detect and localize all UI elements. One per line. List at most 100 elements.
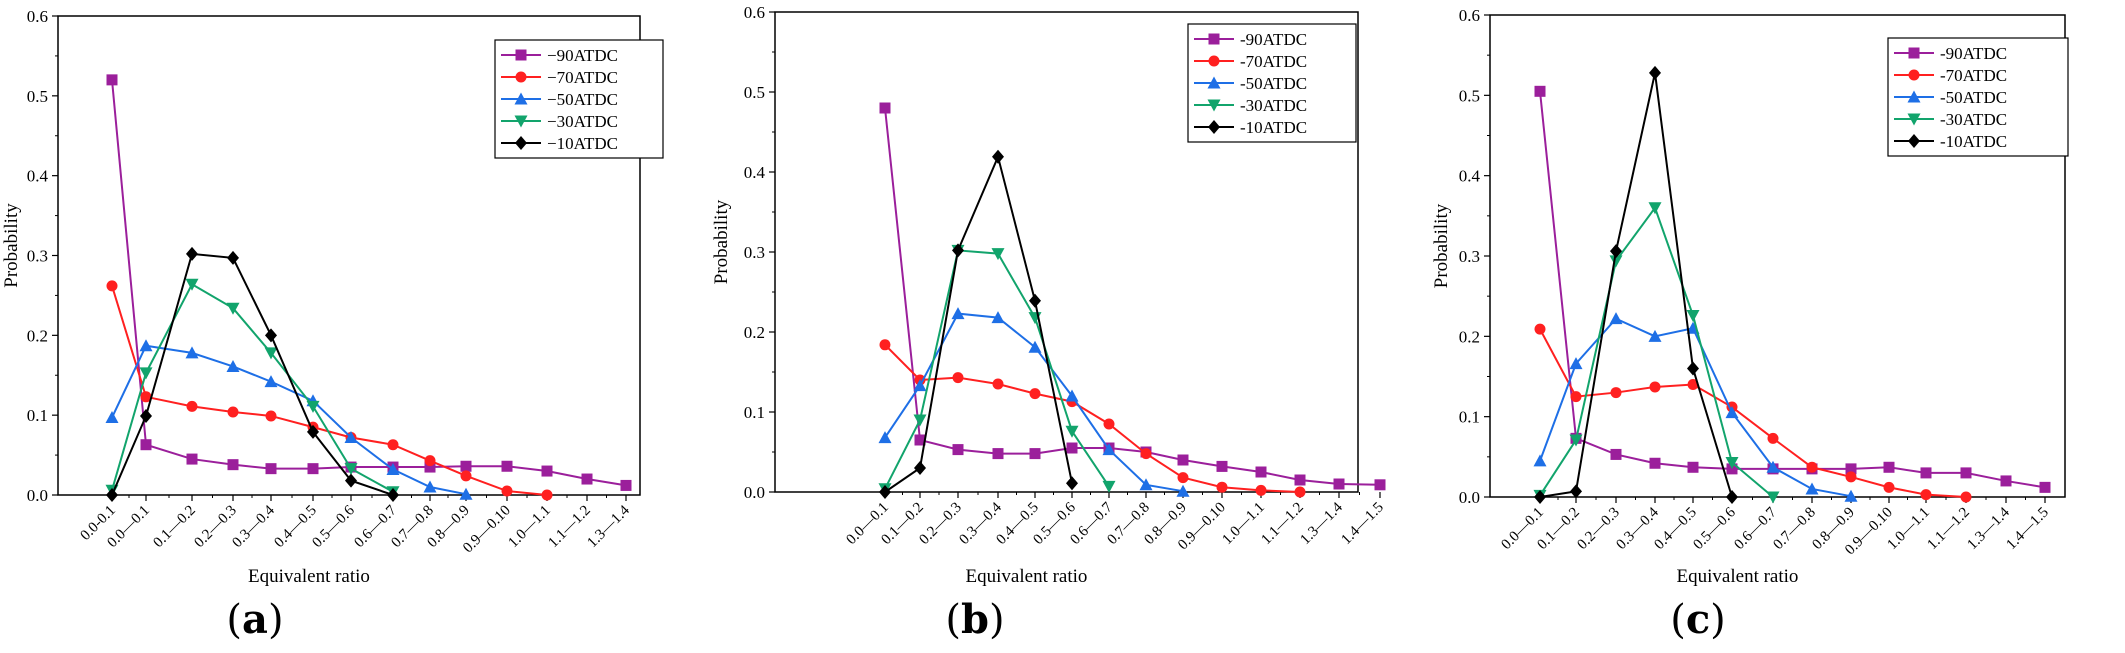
legend-label: -50ATDC	[1240, 74, 1307, 93]
data-point--50ATDC	[423, 480, 437, 493]
legend-swatch-marker	[1207, 76, 1221, 89]
caption-b-letter: b	[961, 596, 989, 643]
data-point--10ATDC	[265, 328, 277, 343]
x-tick-label: 0.5—0.6	[309, 502, 358, 551]
data-point--70ATDC	[501, 485, 513, 497]
data-point--90ATDC	[541, 465, 553, 477]
series-line--30ATDC	[1539, 205, 1774, 498]
data-point--90ATDC	[952, 444, 964, 456]
legend-swatch-marker	[1907, 113, 1921, 126]
legend-label: -10ATDC	[1940, 132, 2007, 151]
y-tick-label: 0.0	[1459, 488, 1480, 507]
data-point--10ATDC	[106, 488, 118, 502]
chart-a: 0.00.10.20.30.40.50.60.0-0.10.0—0.10.1—0…	[1, 7, 664, 587]
data-point--90ATDC	[460, 460, 472, 472]
data-point--50ATDC	[1028, 340, 1042, 353]
legend-swatch-marker	[514, 92, 528, 105]
data-point--70ATDC	[265, 410, 277, 422]
x-axis-label: Equivalent ratio	[248, 566, 370, 587]
x-axis-label: Equivalent ratio	[1677, 566, 1799, 587]
y-tick-label: 0.5	[744, 83, 765, 102]
data-point--10ATDC	[879, 485, 891, 499]
data-point--10ATDC	[914, 461, 926, 475]
legend-swatch-marker	[1208, 33, 1220, 45]
caption-a: (a)	[226, 596, 284, 643]
data-point--90ATDC	[106, 74, 118, 86]
legend-swatch-marker	[1908, 47, 1920, 59]
data-point--90ATDC	[140, 439, 152, 451]
data-point--90ATDC	[1649, 457, 1661, 469]
legend-label: −50ATDC	[547, 90, 618, 109]
data-point--30ATDC	[306, 400, 320, 413]
data-point--70ATDC	[1570, 391, 1582, 403]
data-point--70ATDC	[541, 489, 553, 501]
data-point--90ATDC	[1255, 466, 1267, 478]
chart-c: 0.00.10.20.30.40.50.60.0—0.10.1—0.20.2—0…	[1431, 6, 2069, 587]
series-line--50ATDC	[111, 344, 467, 496]
legend-swatch-marker	[1208, 55, 1220, 67]
data-point--90ATDC	[1333, 478, 1345, 490]
data-point--70ATDC	[186, 400, 198, 412]
data-point--70ATDC	[1920, 489, 1932, 501]
legend-label: -70ATDC	[1240, 52, 1307, 71]
series-line--70ATDC	[1539, 328, 1967, 498]
data-point--90ATDC	[1610, 448, 1622, 460]
data-point--10ATDC	[1534, 490, 1546, 504]
legend-swatch-marker	[1907, 90, 1921, 103]
chart-b: 0.00.10.20.30.40.50.60.0—0.10.1—0.20.2—0…	[711, 3, 1387, 587]
x-axis-label: Equivalent ratio	[966, 566, 1088, 587]
data-point--70ATDC	[140, 391, 152, 403]
data-point--70ATDC	[1649, 381, 1661, 393]
data-point--50ATDC	[105, 411, 119, 424]
x-tick-label: 0.1—0.2	[150, 503, 198, 551]
data-point--30ATDC	[991, 248, 1005, 261]
legend-swatch-marker	[1908, 69, 1920, 81]
data-point--30ATDC	[1102, 480, 1116, 493]
data-point--50ATDC	[951, 307, 965, 320]
x-tick-label: 1.4—1.5	[2003, 505, 2051, 553]
data-point--30ATDC	[913, 414, 927, 427]
data-point--30ATDC	[185, 278, 199, 291]
data-point--30ATDC	[226, 302, 240, 315]
data-point--50ATDC	[913, 379, 927, 392]
y-tick-label: 0.2	[744, 323, 765, 342]
chart-panel-b: 0.0 0.1 0.2 0.3 0.4 0.5 0.6 0.0—0.1 0.1—0.2 0.2—0…	[710, 0, 1410, 590]
data-point--30ATDC	[1766, 491, 1780, 504]
data-point--90ATDC	[307, 463, 319, 475]
data-point--70ATDC	[424, 455, 436, 467]
caption-a-letter: a	[242, 596, 268, 643]
data-point--50ATDC	[139, 339, 153, 352]
legend-label: −10ATDC	[547, 134, 618, 153]
data-point--90ATDC	[1687, 461, 1699, 473]
x-tick-label: 1.3—1.4	[1964, 504, 2013, 553]
data-point--90ATDC	[1960, 467, 1972, 479]
y-tick-label: 0.3	[27, 247, 48, 266]
data-point--70ATDC	[1806, 461, 1818, 473]
data-point--70ATDC	[1103, 418, 1115, 430]
data-point--70ATDC	[1029, 388, 1041, 400]
data-point--30ATDC	[264, 347, 278, 360]
data-point--90ATDC	[914, 434, 926, 446]
legend-label: -90ATDC	[1240, 30, 1307, 49]
x-tick-label: 0.7—0.8	[1770, 505, 1818, 553]
y-axis-label: Probability	[1, 203, 22, 288]
data-point--50ATDC	[1844, 489, 1858, 502]
caption-c-letter: c	[1685, 596, 1711, 643]
data-point--10ATDC	[307, 424, 319, 439]
data-point--90ATDC	[424, 461, 436, 473]
data-point--70ATDC	[1140, 448, 1152, 460]
data-point--10ATDC	[1029, 293, 1041, 308]
data-point--50ATDC	[386, 462, 400, 475]
data-point--10ATDC	[1570, 484, 1582, 499]
data-point--90ATDC	[1177, 454, 1189, 466]
data-point--70ATDC	[1177, 472, 1189, 484]
data-point--50ATDC	[1139, 478, 1153, 491]
data-point--50ATDC	[226, 359, 240, 372]
legend-label: -90ATDC	[1940, 44, 2007, 63]
data-point--30ATDC	[1569, 434, 1583, 447]
data-point--70ATDC	[1883, 481, 1895, 493]
legend-label: -30ATDC	[1940, 110, 2007, 129]
legend-swatch-marker	[1208, 120, 1220, 134]
data-point--90ATDC	[1294, 474, 1306, 486]
